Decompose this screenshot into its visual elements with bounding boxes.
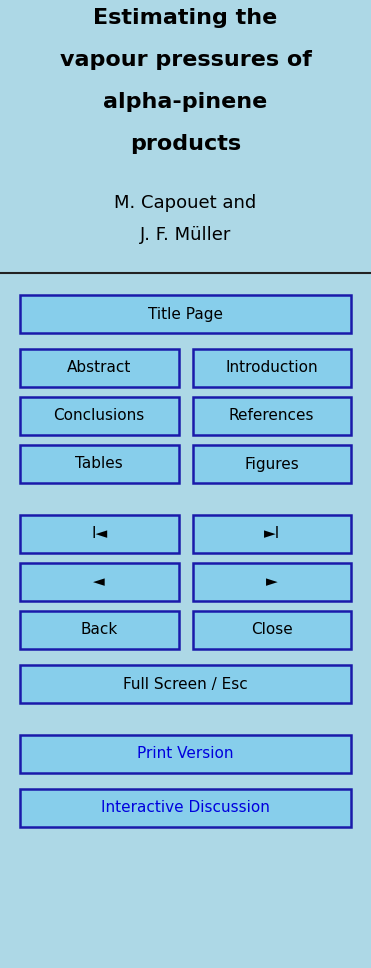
Text: Close: Close bbox=[251, 622, 293, 638]
Text: Back: Back bbox=[81, 622, 118, 638]
Text: ◄: ◄ bbox=[93, 574, 105, 590]
Text: Conclusions: Conclusions bbox=[54, 408, 145, 424]
Text: Full Screen / Esc: Full Screen / Esc bbox=[123, 677, 248, 691]
Text: References: References bbox=[229, 408, 315, 424]
Text: Print Version: Print Version bbox=[137, 746, 234, 762]
Text: ►I: ►I bbox=[264, 527, 280, 541]
Text: M. Capouet and: M. Capouet and bbox=[114, 194, 257, 212]
FancyBboxPatch shape bbox=[20, 735, 351, 773]
Text: ►: ► bbox=[266, 574, 278, 590]
FancyBboxPatch shape bbox=[193, 445, 351, 483]
Text: Tables: Tables bbox=[75, 457, 123, 471]
Text: Figures: Figures bbox=[244, 457, 299, 471]
Text: alpha-pinene: alpha-pinene bbox=[104, 92, 267, 112]
FancyBboxPatch shape bbox=[20, 611, 178, 649]
FancyBboxPatch shape bbox=[20, 665, 351, 703]
FancyBboxPatch shape bbox=[20, 349, 178, 387]
FancyBboxPatch shape bbox=[20, 295, 351, 333]
Text: Title Page: Title Page bbox=[148, 307, 223, 321]
FancyBboxPatch shape bbox=[193, 611, 351, 649]
Text: J. F. Müller: J. F. Müller bbox=[140, 226, 231, 244]
Text: I◄: I◄ bbox=[91, 527, 107, 541]
Text: Abstract: Abstract bbox=[67, 360, 131, 376]
FancyBboxPatch shape bbox=[193, 397, 351, 435]
Text: products: products bbox=[130, 134, 241, 154]
FancyBboxPatch shape bbox=[20, 563, 178, 601]
FancyBboxPatch shape bbox=[193, 349, 351, 387]
Text: Interactive Discussion: Interactive Discussion bbox=[101, 801, 270, 815]
FancyBboxPatch shape bbox=[20, 397, 178, 435]
FancyBboxPatch shape bbox=[20, 445, 178, 483]
FancyBboxPatch shape bbox=[193, 515, 351, 553]
FancyBboxPatch shape bbox=[20, 789, 351, 827]
Text: Estimating the: Estimating the bbox=[93, 8, 278, 28]
FancyBboxPatch shape bbox=[193, 563, 351, 601]
Text: Introduction: Introduction bbox=[226, 360, 318, 376]
FancyBboxPatch shape bbox=[20, 515, 178, 553]
Text: vapour pressures of: vapour pressures of bbox=[60, 50, 311, 70]
